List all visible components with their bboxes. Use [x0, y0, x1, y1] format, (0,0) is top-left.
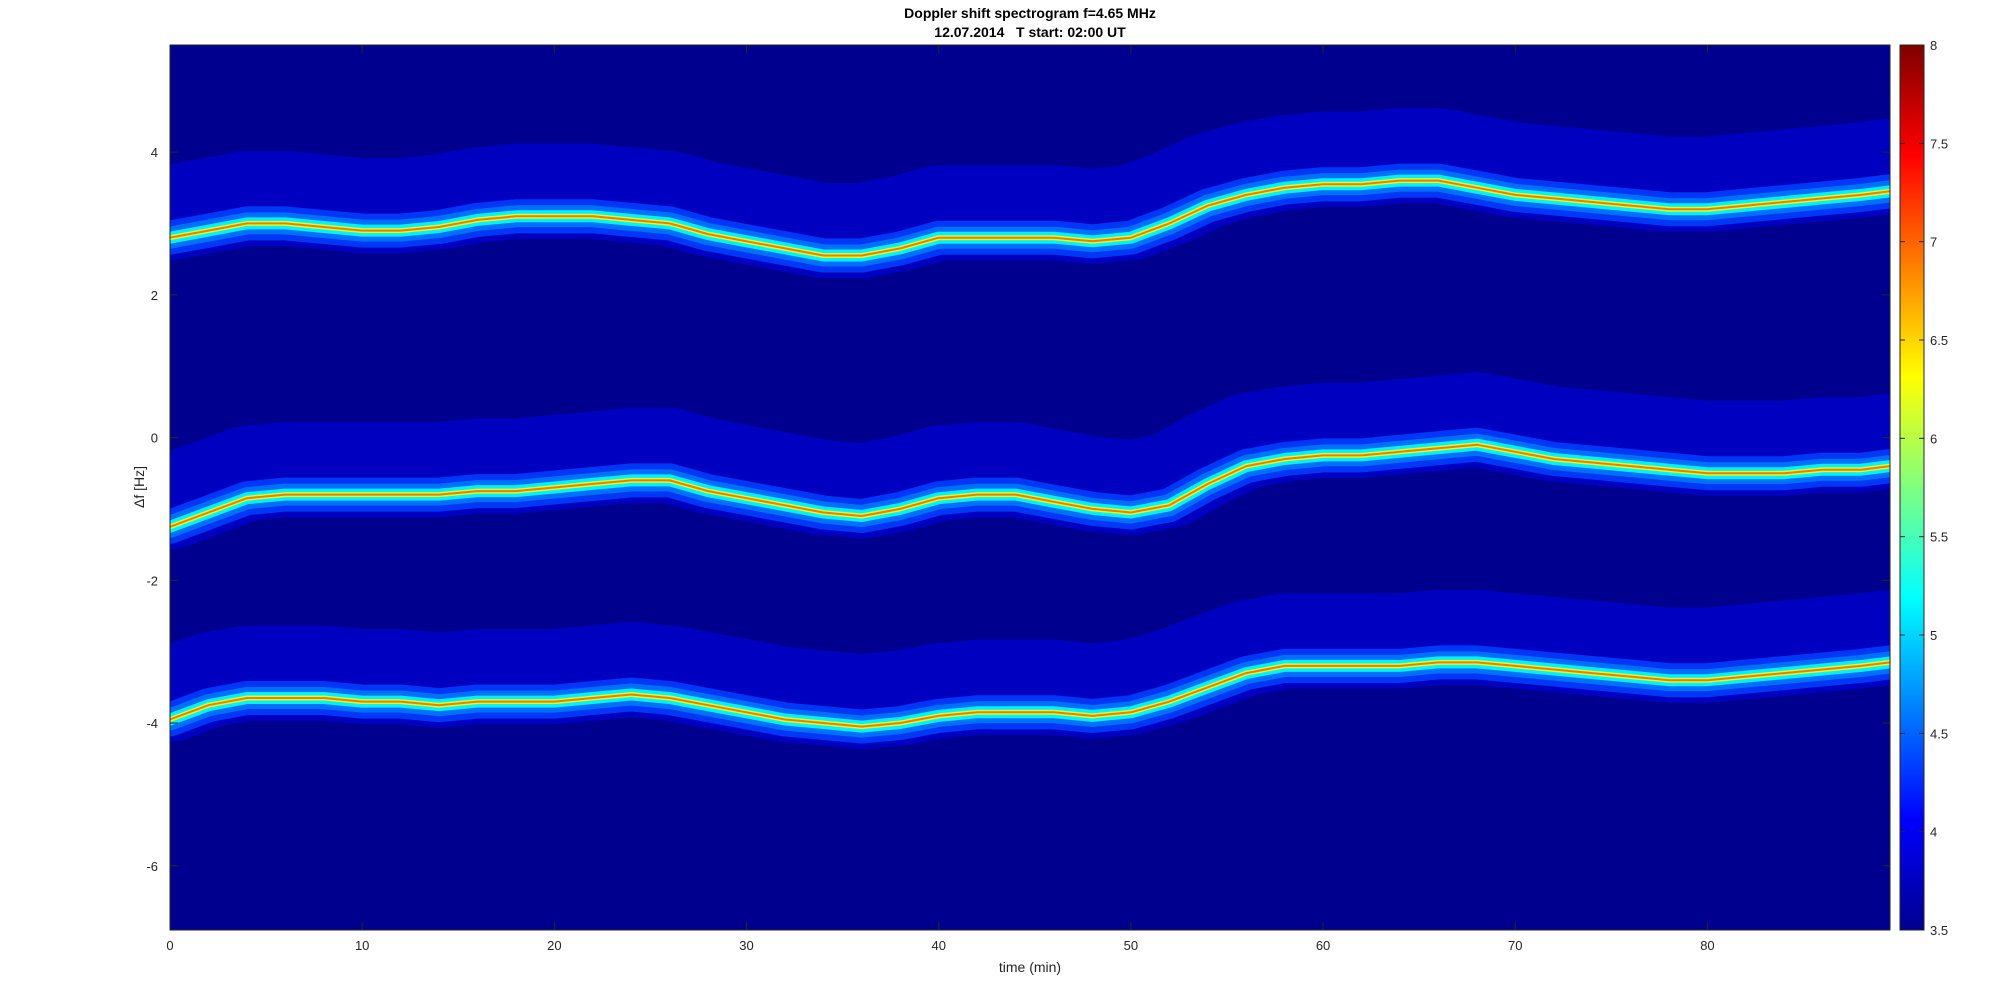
y-tick-label: -6 [146, 859, 158, 874]
heatmap-layer [170, 108, 1890, 750]
colorbar-tick-label: 7.5 [1930, 136, 1948, 151]
colorbar-tick-label: 8 [1930, 38, 1937, 53]
doppler-trace-3-halo [170, 589, 1890, 750]
colorbar-tick-label: 6.5 [1930, 333, 1948, 348]
colorbar-tick-label: 3.5 [1930, 923, 1948, 938]
doppler-trace-2 [170, 443, 1890, 528]
x-tick-label: 0 [166, 938, 173, 953]
y-axis-label: Δf [Hz] [131, 466, 147, 508]
doppler-trace-1 [170, 179, 1890, 257]
colorbar-tick-label: 4 [1930, 825, 1937, 840]
colorbar-tick-label: 4.5 [1930, 726, 1948, 741]
y-tick-label: -2 [146, 573, 158, 588]
plot-frame [169, 44, 1891, 931]
chart-title: Doppler shift spectrogram f=4.65 MHz [904, 5, 1156, 21]
doppler-trace-3 [170, 661, 1890, 728]
x-tick-label: 60 [1316, 938, 1330, 953]
x-tick-label: 70 [1508, 938, 1522, 953]
x-tick-label: 20 [547, 938, 561, 953]
x-tick-label: 30 [739, 938, 753, 953]
doppler-trace-1-halo [170, 108, 1890, 279]
doppler-trace-2-halo [170, 372, 1890, 550]
y-tick-label: 2 [151, 288, 158, 303]
x-tick-label: 50 [1124, 938, 1138, 953]
colorbar-tick-label: 6 [1930, 431, 1937, 446]
colorbar [1899, 44, 1925, 931]
colorbar-axis: 8 7.5 7 6.5 6 5.5 5 4.5 4 3.5 [1900, 38, 1948, 938]
x-axis-label: time (min) [999, 959, 1061, 975]
colorbar-tick-label: 5 [1930, 628, 1937, 643]
y-tick-label: 0 [151, 431, 158, 446]
y-tick-label: -4 [146, 716, 158, 731]
y-tick-label: 4 [151, 145, 158, 160]
x-axis: 0 10 20 30 40 50 60 70 80 [166, 45, 1715, 953]
chart-subtitle: 12.07.2014 T start: 02:00 UT [934, 24, 1126, 40]
x-tick-label: 80 [1700, 938, 1714, 953]
y-axis: 4 2 0 -2 -4 -6 [146, 145, 1890, 874]
x-tick-label: 40 [931, 938, 945, 953]
colorbar-tick-label: 7 [1930, 235, 1937, 250]
colorbar-tick-label: 5.5 [1930, 530, 1948, 545]
x-tick-label: 10 [355, 938, 369, 953]
